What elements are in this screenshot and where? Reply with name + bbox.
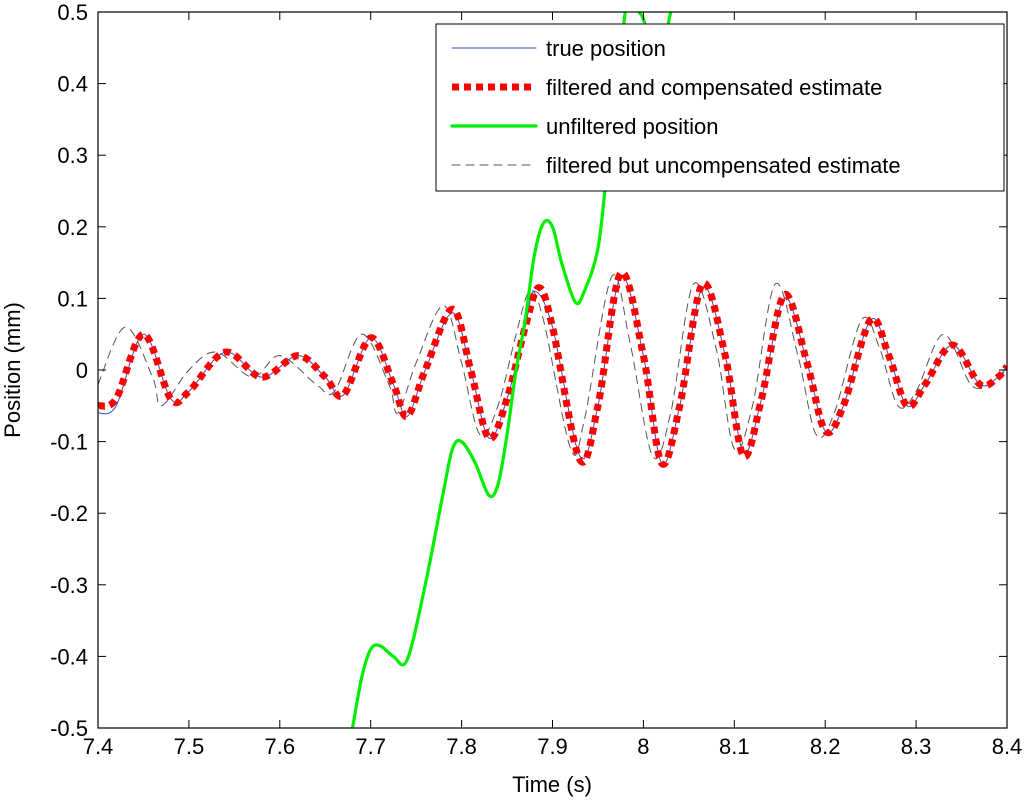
series-layer (98, 12, 1007, 728)
y-tick-label: -0.1 (50, 430, 88, 455)
legend-label: unfiltered position (546, 114, 718, 139)
x-axis-label: Time (s) (512, 772, 592, 797)
legend-label: filtered and compensated estimate (546, 75, 882, 100)
legend-label: true position (546, 36, 666, 61)
series-line-filtered-but-uncompensated-estimate (98, 274, 1007, 460)
y-axis-label: Position (mm) (0, 302, 25, 438)
y-tick-label: -0.3 (50, 573, 88, 598)
x-tick-label: 8.1 (719, 734, 750, 759)
ticks-layer: 7.4 7.5 7.6 7.7 7.8 7.9 8 8.1 8.2 8.3 8.4 -0.5 -0.4 -… (50, 0, 1022, 759)
y-tick-label: 0.3 (57, 143, 88, 168)
x-tick-label: 7.5 (174, 734, 205, 759)
y-tick-label: -0.5 (50, 716, 88, 741)
y-tick-label: -0.4 (50, 644, 88, 669)
y-tick-label: 0.5 (57, 0, 88, 25)
x-tick-label: 8.4 (992, 734, 1023, 759)
x-tick-label: 7.9 (537, 734, 568, 759)
legend: true position filtered and compensated es… (435, 23, 1005, 192)
legend-box (435, 23, 1005, 192)
y-tick-label: 0 (76, 358, 88, 383)
series-line-unfiltered-position (350, 12, 627, 728)
x-tick-label: 8.3 (901, 734, 932, 759)
series-line-filtered-and-compensated-estimate (98, 269, 1007, 468)
legend-label: filtered but uncompensated estimate (546, 153, 901, 178)
x-tick-label: 7.8 (446, 734, 477, 759)
x-tick-label: 7.7 (355, 734, 386, 759)
y-tick-label: 0.4 (57, 72, 88, 97)
x-tick-label: 7.4 (83, 734, 114, 759)
y-tick-label: -0.2 (50, 501, 88, 526)
y-tick-label: 0.2 (57, 215, 88, 240)
y-tick-label: 0.1 (57, 286, 88, 311)
x-tick-label: 7.6 (265, 734, 296, 759)
x-tick-label: 8.2 (810, 734, 841, 759)
x-tick-label: 8 (637, 734, 649, 759)
